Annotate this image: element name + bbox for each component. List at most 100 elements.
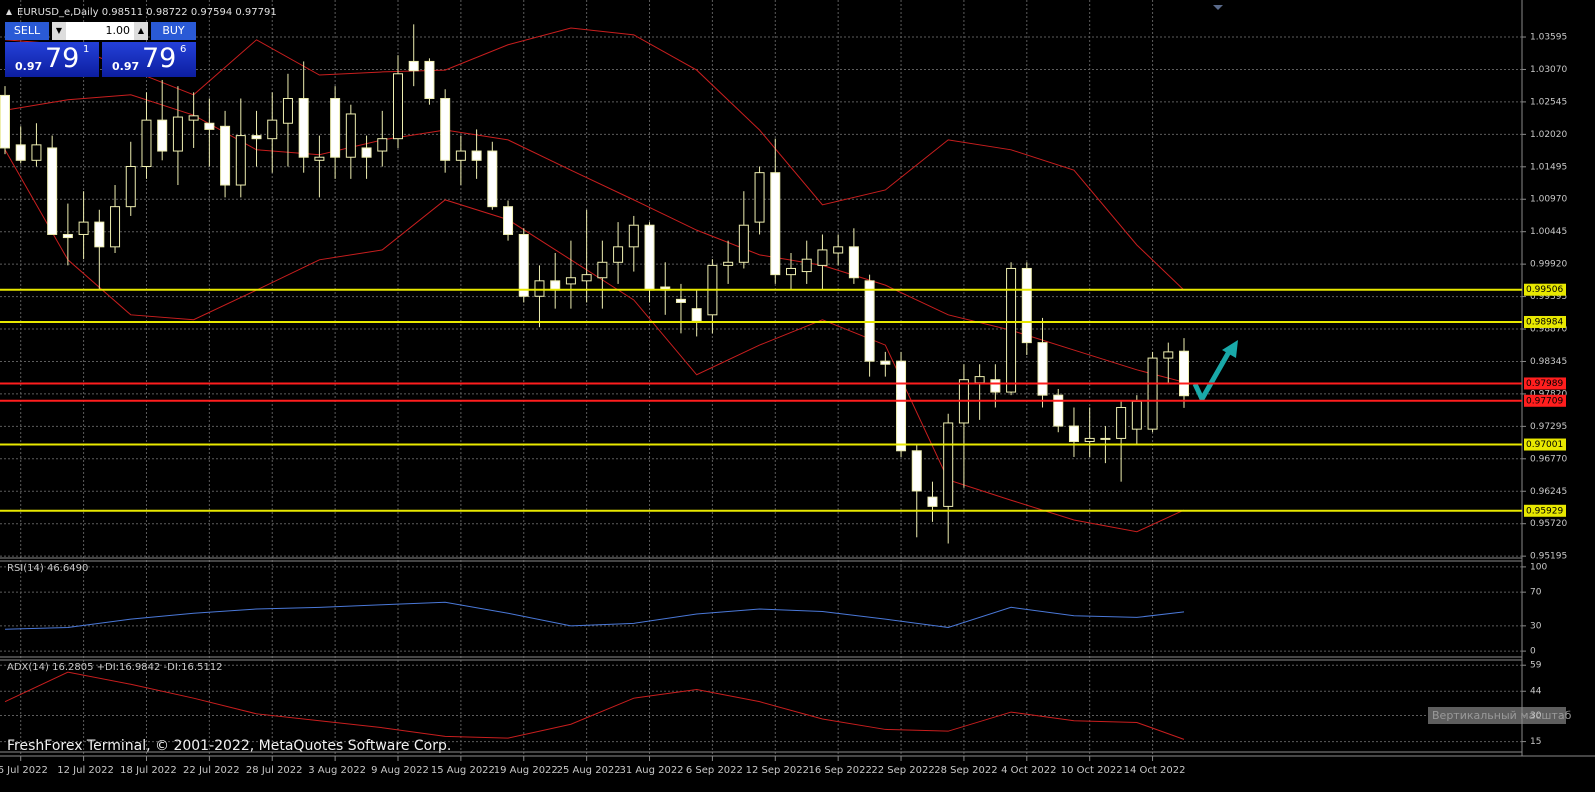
level-label-box — [1524, 438, 1566, 451]
level-label-box — [1524, 377, 1566, 390]
level-label-box — [1524, 504, 1566, 517]
copyright: FreshForex Terminal, © 2001-2022, MetaQu… — [7, 738, 451, 754]
x-tick-label: 14 Oct 2022 — [1124, 765, 1186, 776]
collapse-icon[interactable] — [6, 9, 12, 15]
lot-value[interactable]: 1.00 — [105, 24, 131, 37]
x-tick-label: 12 Jul 2022 — [57, 765, 114, 776]
level-label-box — [1524, 394, 1566, 407]
candle-body — [267, 119, 278, 140]
candle-body — [880, 360, 891, 365]
candle-body — [487, 150, 498, 208]
tooltip: Вертикальный масштаб — [1432, 709, 1572, 722]
y-tick-label: 1.00445 — [1530, 227, 1567, 237]
candle-body — [47, 147, 58, 235]
candle-body — [597, 261, 608, 279]
tooltip-box — [1428, 707, 1566, 724]
x-tick-label: 18 Jul 2022 — [120, 765, 177, 776]
sell-button[interactable]: SELL — [5, 22, 49, 40]
level-label: 0.99506 — [1526, 285, 1563, 295]
candle-body — [298, 98, 309, 158]
candle-body — [1179, 350, 1189, 397]
y-tick-label: 1.03070 — [1530, 65, 1567, 75]
candle-body — [204, 122, 215, 130]
x-tick-label: 25 Aug 2022 — [557, 765, 621, 776]
candle-body — [1116, 407, 1127, 439]
rsi-title: RSI(14) 46.6490 — [7, 563, 88, 574]
x-tick-label: 28 Sep 2022 — [934, 765, 997, 776]
x-tick-label: 28 Jul 2022 — [246, 765, 303, 776]
y-tick-label: 0.98345 — [1530, 357, 1567, 367]
candle-body — [1037, 342, 1048, 396]
candle-body — [424, 60, 435, 100]
candle-body — [896, 360, 907, 452]
y-tick-label: 1.02545 — [1530, 97, 1567, 107]
level-label: 0.98984 — [1526, 317, 1563, 327]
x-tick-label: 22 Jul 2022 — [183, 765, 240, 776]
candle-body — [723, 261, 734, 266]
level-label-box — [1524, 315, 1566, 328]
candle-body — [691, 308, 702, 322]
candle-body — [1021, 267, 1032, 344]
candle-body — [1068, 425, 1079, 443]
y-tick-label: 30 — [1530, 711, 1542, 721]
y-tick-label: 0.96770 — [1530, 454, 1567, 464]
bid-price[interactable]: 0.97 79 1 — [5, 42, 99, 77]
candle-body — [927, 496, 938, 507]
candle-body — [220, 125, 231, 186]
candle-body — [817, 249, 828, 266]
x-tick-label: 19 Aug 2022 — [494, 765, 558, 776]
candle-body — [0, 94, 10, 149]
candle-body — [628, 224, 639, 248]
y-tick-label: 0.95720 — [1530, 519, 1567, 529]
y-tick-label: 0.96245 — [1530, 487, 1567, 497]
candle-body — [613, 246, 624, 263]
x-tick-label: 16 Sep 2022 — [808, 765, 871, 776]
x-tick-label: 9 Aug 2022 — [371, 765, 429, 776]
candle-body — [581, 274, 592, 282]
candle-body — [314, 156, 325, 161]
candle-body — [157, 119, 168, 152]
indicator-line — [4, 27, 1185, 291]
candle-body — [1053, 394, 1064, 427]
lot-box[interactable]: ▼ 1.00 ▲ — [52, 22, 148, 40]
y-tick-label: 0.98870 — [1530, 325, 1567, 335]
y-tick-label: 0.99920 — [1530, 260, 1567, 270]
candle-body — [377, 138, 388, 152]
lot-down[interactable]: ▼ — [52, 22, 66, 40]
ask-price[interactable]: 0.97 79 6 — [102, 42, 196, 77]
candle-body — [911, 450, 922, 492]
bid-pips: 79 — [45, 43, 80, 74]
level-label-box — [1524, 283, 1566, 296]
candle-body — [534, 280, 545, 297]
candle-body — [550, 280, 561, 291]
grid-layer — [0, 0, 1522, 756]
level-label: 0.97709 — [1526, 396, 1563, 406]
annotation-arrow — [1192, 348, 1233, 402]
candle-body — [235, 135, 246, 186]
candle-body — [565, 277, 576, 285]
candle-body — [1100, 437, 1111, 440]
buy-button[interactable]: BUY — [151, 22, 196, 40]
candle-body — [110, 206, 121, 248]
candle-body — [503, 206, 514, 235]
candle-body — [770, 172, 781, 276]
candle-body — [361, 147, 372, 158]
ask-frac: 6 — [180, 44, 187, 55]
candle-body — [455, 150, 466, 161]
indicator-line — [4, 601, 1185, 630]
candle-body — [408, 60, 419, 72]
candle-body — [440, 98, 451, 161]
shift-marker — [1213, 5, 1223, 10]
x-tick-label: 6 Jul 2022 — [0, 765, 48, 776]
x-tick-label: 4 Oct 2022 — [1001, 765, 1056, 776]
candle-body — [141, 119, 152, 167]
candle-body — [848, 246, 859, 279]
lot-up[interactable]: ▲ — [134, 22, 148, 40]
y-tick-label: 1.03595 — [1530, 33, 1567, 43]
x-tick-label: 3 Aug 2022 — [308, 765, 366, 776]
y-tick-label: 30 — [1530, 621, 1542, 631]
y-tick-label: 59 — [1530, 661, 1542, 671]
